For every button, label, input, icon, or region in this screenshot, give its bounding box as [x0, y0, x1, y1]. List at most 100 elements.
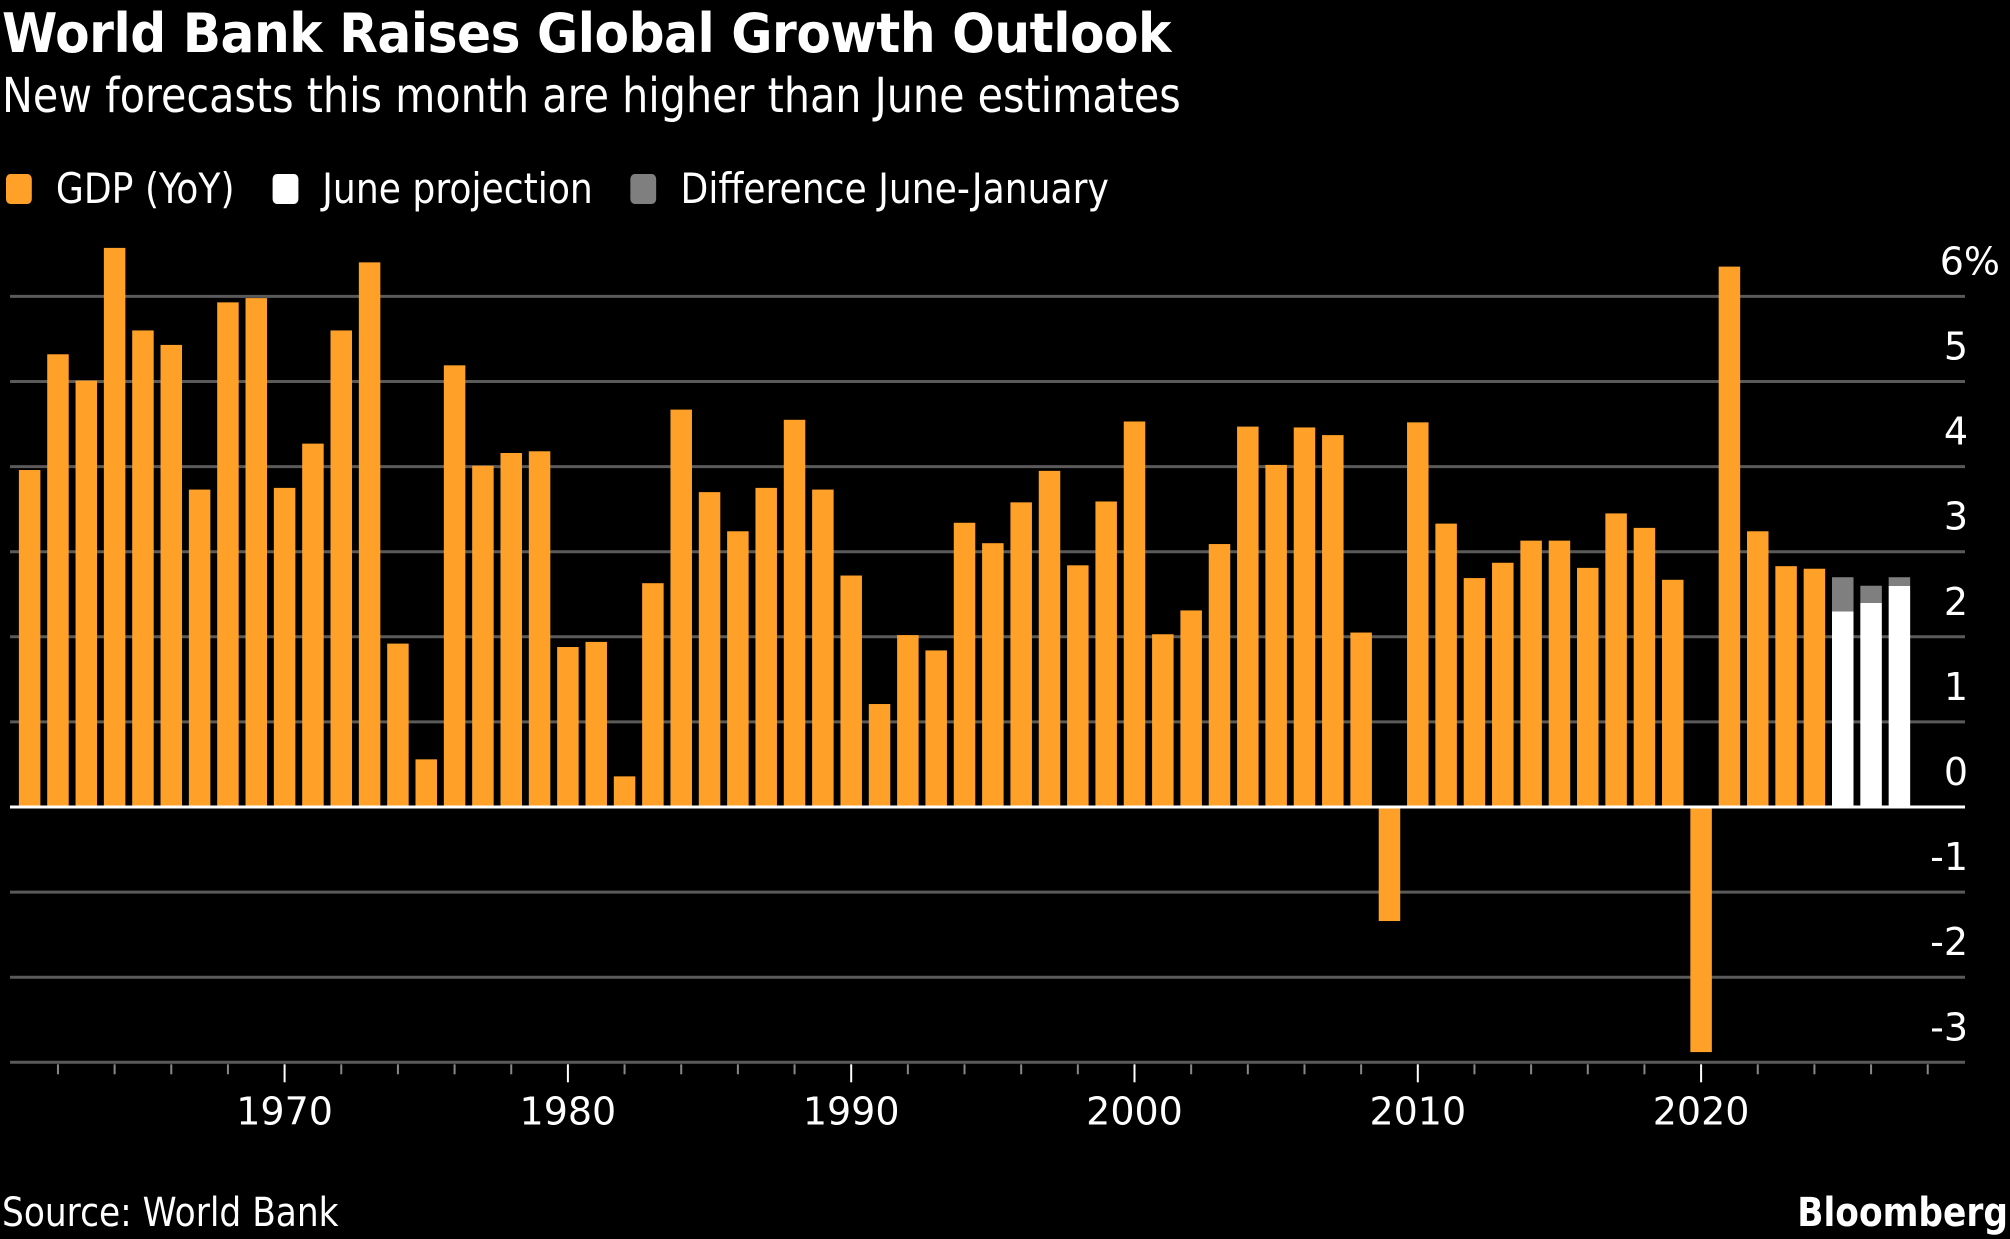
source-note: Source: World Bank	[2, 1190, 339, 1236]
bar-gdp-2004	[1237, 426, 1259, 807]
bar-gdp-1998	[1067, 565, 1089, 807]
bar-gdp-2022	[1747, 531, 1769, 807]
bar-gdp-1985	[698, 492, 721, 807]
y-tick-label: -1	[1930, 835, 1968, 879]
bar-gdp-2024	[1803, 568, 1826, 807]
legend-label-gdp: GDP (YoY)	[55, 164, 235, 213]
y-tick-label: 6%	[1940, 239, 2000, 283]
bar-gdp-1993	[925, 650, 947, 807]
bar-gdp-1987	[755, 487, 777, 807]
bar-gdp-1975	[415, 759, 437, 807]
bar-gdp-2006	[1293, 427, 1316, 807]
legend-label-difference: Difference June-January	[680, 164, 1109, 213]
y-tick-label: 1	[1944, 665, 1968, 709]
bar-gdp-1977	[472, 465, 494, 807]
legend-item-june-projection: June projection	[272, 164, 593, 213]
x-tick-label: 1980	[520, 1089, 617, 1133]
chart-title: World Bank Raises Global Growth Outlook	[2, 2, 1171, 65]
bar-gdp-1962	[47, 354, 69, 807]
bar-gdp-1966	[160, 344, 183, 807]
bar-gdp-1976	[443, 365, 466, 807]
bar-gdp-1996	[1010, 502, 1032, 807]
bar-gdp-2012	[1463, 578, 1486, 807]
x-tick-label: 2020	[1653, 1089, 1750, 1133]
bar-gdp-1983	[642, 583, 664, 807]
bar-gdp-2008	[1350, 632, 1372, 807]
bar-gdp-2003	[1208, 544, 1231, 807]
bar-gdp-1988	[783, 419, 806, 807]
axis-labels: 6% 5 4 3 2 1 0 -1 -2 -3 1970 1980 1990 2000 2010 2020	[236, 239, 2000, 1133]
bar-gdp-2000	[1123, 421, 1146, 807]
bar-gdp-1984	[670, 409, 692, 807]
bar-gdp-1973	[358, 262, 381, 807]
legend-swatch-june-projection	[272, 173, 299, 204]
legend-label-june-projection: June projection	[322, 164, 593, 213]
legend-swatch-difference	[630, 173, 657, 204]
legend-swatch-gdp	[6, 173, 32, 204]
bar-gdp-2009	[1378, 807, 1401, 922]
axes	[10, 805, 1965, 1083]
legend-item-difference: Difference June-January	[630, 164, 1109, 213]
bar-gdp-2002	[1180, 610, 1202, 807]
y-tick-label: -2	[1930, 920, 1968, 964]
bar-gdp-1981	[585, 641, 607, 807]
bar-june-projection-2025	[1832, 611, 1854, 807]
bar-gdp-1997	[1038, 470, 1061, 807]
bar-gdp-2007	[1322, 435, 1344, 807]
bar-gdp-2021	[1718, 266, 1741, 807]
bar-gdp-1970	[273, 487, 296, 807]
bar-gdp-1969	[245, 298, 268, 807]
bar-gdp-1967	[188, 489, 211, 807]
bar-gdp-1995	[982, 543, 1004, 807]
y-tick-label: 0	[1944, 750, 1968, 794]
bar-gdp-2001	[1152, 634, 1174, 807]
bar-gdp-1968	[217, 302, 239, 807]
y-tick-label: 5	[1944, 325, 1968, 369]
y-tick-label: 4	[1944, 410, 1968, 454]
bar-gdp-2017	[1605, 513, 1627, 807]
bar-june-projection-2026	[1860, 602, 1882, 807]
x-tick-label: 1970	[236, 1089, 333, 1133]
bar-gdp-2016	[1577, 567, 1599, 807]
legend: GDP (YoY) June projection Difference Jun…	[6, 164, 1147, 213]
bar-gdp-1963	[75, 380, 98, 807]
bar-gdp-1979	[528, 451, 551, 807]
x-tick-label: 2010	[1369, 1089, 1466, 1133]
x-tick-label: 1990	[803, 1089, 900, 1133]
bar-gdp-2015	[1548, 540, 1571, 807]
chart-subtitle: New forecasts this month are higher than…	[2, 68, 1181, 124]
bar-gdp-2013	[1492, 562, 1514, 807]
bar-gdp-1982	[613, 776, 636, 807]
bar-gdp-1961	[18, 470, 41, 807]
bar-gdp-1994	[953, 522, 976, 807]
bar-gdp-2010	[1407, 422, 1429, 807]
bar-gdp-2011	[1435, 523, 1457, 807]
y-tick-label: 3	[1944, 495, 1968, 539]
bar-gdp-1964	[103, 247, 126, 807]
bar-gdp-1971	[302, 443, 324, 807]
bar-gdp-1978	[500, 452, 522, 807]
bars	[18, 247, 1911, 1053]
bar-gdp-1989	[812, 489, 834, 807]
x-tick-label: 2000	[1086, 1089, 1183, 1133]
bar-gdp-1986	[727, 531, 749, 807]
bar-gdp-1974	[387, 643, 409, 807]
bar-gdp-1980	[557, 647, 579, 807]
y-tick-label: -3	[1930, 1005, 1968, 1049]
bar-june-projection-2027	[1888, 585, 1911, 807]
bar-gdp-1999	[1095, 501, 1117, 807]
bar-gdp-2014	[1520, 540, 1542, 807]
bar-gdp-2023	[1775, 566, 1797, 807]
bloomberg-logo: Bloomberg	[1797, 1190, 2008, 1236]
bar-gdp-1991	[868, 704, 891, 807]
bar-gdp-2019	[1662, 579, 1684, 807]
legend-item-gdp: GDP (YoY)	[6, 164, 235, 213]
bar-gdp-2018	[1633, 527, 1656, 807]
bar-gdp-1972	[330, 330, 353, 807]
bar-difference-2026	[1860, 585, 1882, 603]
bar-gdp-1990	[840, 575, 862, 807]
y-tick-label: 2	[1944, 580, 1968, 624]
bar-gdp-1965	[132, 330, 154, 807]
bar-gdp-2005	[1265, 464, 1287, 807]
